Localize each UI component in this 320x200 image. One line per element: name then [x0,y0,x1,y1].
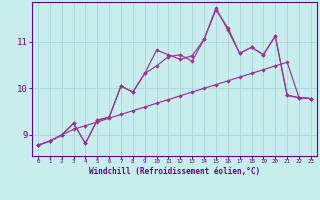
X-axis label: Windchill (Refroidissement éolien,°C): Windchill (Refroidissement éolien,°C) [89,167,260,176]
